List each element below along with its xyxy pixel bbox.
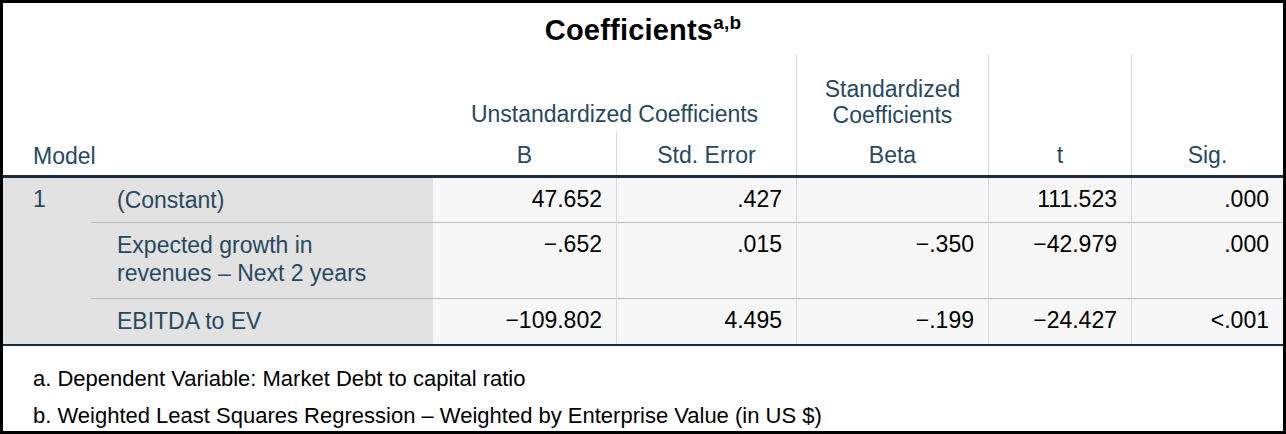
table-title-superscript: a,b xyxy=(713,12,741,33)
cell-std-error: .427 xyxy=(616,178,796,222)
t-column-spacer xyxy=(988,55,1131,131)
cell-beta: −.199 xyxy=(796,298,988,344)
footnote-b: b. Weighted Least Squares Regression – W… xyxy=(33,401,1273,431)
cell-sig: <.001 xyxy=(1131,298,1283,344)
predictor-label: Expected growth in revenues – Next 2 yea… xyxy=(117,231,375,287)
column-header-b: B xyxy=(433,131,616,175)
cell-beta: −.350 xyxy=(796,222,988,298)
table-body: 1 (Constant) 47.652 .427 111.523 .000 Ex… xyxy=(3,175,1283,346)
cell-beta xyxy=(796,178,988,222)
column-header-std-error: Std. Error xyxy=(616,131,796,175)
standardized-coefficients-spanner: Standardized Coefficients xyxy=(796,55,988,131)
column-header-t: t xyxy=(988,131,1131,175)
predictor-label-cell: (Constant) xyxy=(91,178,433,222)
column-header-sig: Sig. xyxy=(1131,131,1283,175)
sig-column-spacer xyxy=(1131,55,1283,131)
table-title-text: Coefficients xyxy=(545,14,713,46)
table-title: Coefficientsa,b xyxy=(545,12,741,47)
cell-b: 47.652 xyxy=(433,178,616,222)
predictor-label-cell: EBITDA to EV xyxy=(91,298,433,344)
cell-std-error: 4.495 xyxy=(616,298,796,344)
cell-b: −109.802 xyxy=(433,298,616,344)
cell-t: 111.523 xyxy=(988,178,1131,222)
model-column-header: Model xyxy=(3,131,433,175)
predictor-label: EBITDA to EV xyxy=(117,307,261,335)
coefficients-output-table: Coefficientsa,b Model Unstandardized Coe… xyxy=(0,0,1286,434)
column-header-beta: Beta xyxy=(796,131,988,175)
cell-sig: .000 xyxy=(1131,222,1283,298)
model-number-cell xyxy=(3,222,91,298)
footnote-a: a. Dependent Variable: Market Debt to ca… xyxy=(33,364,1273,394)
cell-t: −24.427 xyxy=(988,298,1131,344)
predictor-label-cell: Expected growth in revenues – Next 2 yea… xyxy=(91,222,433,298)
cell-t: −42.979 xyxy=(988,222,1131,298)
table-title-bar: Coefficientsa,b xyxy=(3,3,1283,55)
cell-sig: .000 xyxy=(1131,178,1283,222)
table-header: Model Unstandardized Coefficients Standa… xyxy=(3,55,1283,175)
predictor-label: (Constant) xyxy=(117,186,224,214)
cell-std-error: .015 xyxy=(616,222,796,298)
cell-b: −.652 xyxy=(433,222,616,298)
unstandardized-coefficients-spanner: Unstandardized Coefficients xyxy=(433,55,796,131)
table-footnotes: a. Dependent Variable: Market Debt to ca… xyxy=(3,346,1283,431)
model-number-cell xyxy=(3,298,91,344)
model-number-cell: 1 xyxy=(3,178,91,222)
